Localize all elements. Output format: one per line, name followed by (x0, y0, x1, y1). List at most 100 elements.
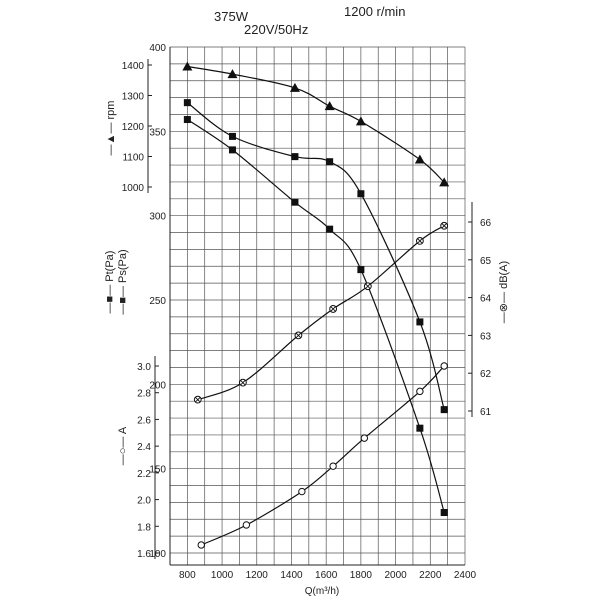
header-power: 375W (214, 9, 249, 24)
series-db-a-point (294, 331, 303, 340)
series-pt-pa-point (326, 158, 334, 166)
noise-tick-label: 66 (480, 218, 492, 229)
series-pt-pa-point (440, 406, 448, 414)
ps-axis-title: —■— Ps(Pa) (117, 249, 129, 314)
rpm-axis-title: —▲— rpm (105, 101, 117, 156)
rpm-tick-label: 1400 (122, 61, 145, 72)
noise-tick-label: 65 (480, 256, 492, 267)
series-rpm-point (182, 61, 193, 71)
current-tick-label: 1.6 (137, 549, 151, 560)
current-axis-title: —○— A (117, 426, 129, 465)
series-ps-pa-point (416, 424, 424, 432)
rpm-tick-label: 1300 (122, 92, 145, 103)
series-ps-pa-point (440, 509, 448, 517)
series-ps-pa-point (183, 116, 191, 124)
pt-axis-title-text: —■— Pt(Pa) (104, 251, 116, 314)
pressure-tick-label: 300 (149, 212, 166, 223)
x-tick-label: 1000 (211, 570, 234, 581)
rpm-axis-title-text: —▲— rpm (105, 101, 117, 156)
noise-tick-label: 62 (480, 369, 492, 380)
series-db-a-point-cross-b (295, 332, 302, 339)
series-a-point (329, 462, 337, 470)
x-tick-label: 1400 (280, 570, 303, 581)
series-db-a-point (193, 395, 202, 404)
series-db-a-point (329, 305, 338, 313)
series-db-a-point (440, 221, 449, 230)
current-axis-title-text: —○— A (117, 426, 129, 465)
ps-axis-title-text: —■— Ps(Pa) (117, 249, 129, 314)
pressure-tick-label: 350 (149, 127, 166, 138)
series-db-a-line (197, 225, 445, 401)
x-tick-label: 2400 (454, 570, 477, 581)
series-a-point (197, 541, 205, 549)
series-db-a-point-cross-b (417, 238, 423, 244)
rpm-tick-label: 1100 (122, 153, 144, 164)
x-tick-label: 2200 (419, 570, 442, 581)
series-pt-pa-point (228, 132, 236, 140)
pressure-tick-label: 200 (149, 380, 166, 391)
current-tick-label: 2.0 (137, 496, 151, 507)
series-a-point (298, 487, 306, 496)
series-ps-pa-point (228, 146, 236, 154)
series-a-point (242, 521, 251, 529)
series-pt-pa-point (183, 99, 191, 107)
series-db-a-point-cross-b (195, 396, 201, 403)
pressure-tick-label: 250 (149, 296, 166, 307)
x-axis-title: Q(m³/h) (305, 586, 339, 597)
pressure-tick-label: 150 (149, 465, 166, 476)
series-ps-pa-point (291, 198, 299, 206)
axis-labels: —▲— rpm —■— Ps(Pa)—■— Pt(Pa) —○— A —⊗— dB(A… (104, 101, 510, 466)
noise-axis-title-text: —⊗— dB(A) (498, 261, 510, 323)
noise-tick-label: 64 (480, 294, 492, 305)
current-tick-label: 2.6 (137, 415, 151, 426)
series-rpm-point (439, 177, 450, 187)
current-tick-label: 2.2 (137, 469, 151, 480)
series-db-a-point (415, 237, 424, 245)
series-db-a-point-cross-b (330, 306, 336, 312)
series-pt-pa-line (186, 102, 445, 410)
series-rpm-point (414, 154, 425, 164)
pt-axis-title: —■— Pt(Pa) (104, 251, 116, 314)
series-pt-pa-point (357, 190, 365, 198)
x-tick-label: 2000 (384, 570, 407, 581)
series-ps-pa-point (326, 225, 334, 233)
series-pt-pa-point (291, 153, 299, 161)
series-rpm-point (324, 101, 335, 111)
series-ps-pa-line (187, 119, 445, 513)
chart-axes: 800 1000 1200 1400 1600 1800 2000 2200 2400 Q(m³/… (122, 43, 492, 597)
header-speed: 1200 r/min (344, 4, 405, 19)
series-rpm-point (227, 69, 238, 79)
series-db-a-point (363, 282, 372, 291)
series-a-point (360, 434, 369, 442)
x-tick-label: 1800 (350, 570, 373, 581)
series-db-a-point-cross-b (240, 379, 246, 386)
series-db-a-point-cross-b (365, 283, 371, 289)
noise-tick-label: 63 (480, 331, 492, 342)
series-a-point (440, 362, 448, 370)
current-tick-label: 1.8 (137, 522, 151, 533)
current-tick-label: 3.0 (137, 362, 151, 373)
chart-markers (182, 61, 450, 549)
rpm-tick-label: 1000 (122, 183, 145, 194)
header-supply: 220V/50Hz (244, 22, 308, 37)
current-tick-label: 2.4 (137, 442, 151, 453)
plot-grid (170, 46, 466, 565)
series-pt-pa-point (416, 318, 424, 326)
pressure-tick-label: 400 (149, 43, 166, 54)
pressure-tick-label: 100 (149, 549, 166, 560)
series-db-a-point-cross-b (441, 223, 447, 229)
series-ps-pa-point (357, 266, 365, 274)
series-db-a-point (238, 378, 247, 387)
x-tick-label: 800 (179, 570, 196, 581)
noise-axis-title: —⊗— dB(A) (498, 261, 510, 323)
noise-tick-label: 61 (480, 407, 492, 418)
current-tick-label: 2.8 (137, 389, 151, 400)
series-rpm-point (355, 116, 366, 126)
chart-curves (186, 65, 445, 546)
x-tick-label: 1600 (315, 570, 338, 581)
rpm-tick-label: 1200 (122, 122, 145, 133)
series-a-point (416, 387, 424, 396)
series-rpm-point (289, 82, 300, 92)
x-tick-label: 1200 (246, 570, 269, 581)
